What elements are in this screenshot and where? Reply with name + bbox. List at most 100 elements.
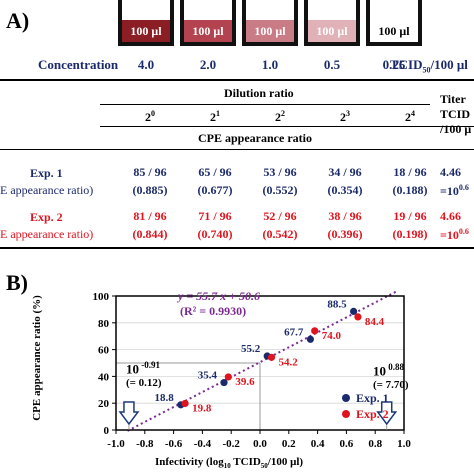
data-label: 18.8 xyxy=(155,392,175,404)
dilution-header: Dilution ratio xyxy=(224,86,294,100)
concentration-value: 1.0 xyxy=(261,57,279,72)
titer-header: Titer TCID /100 μ xyxy=(440,92,472,136)
fraction: 53 / 96 xyxy=(263,165,297,179)
data-point xyxy=(220,378,228,387)
ratio: (0.885) xyxy=(132,183,168,197)
fraction: 38 / 96 xyxy=(328,209,362,223)
ratio: (0.844) xyxy=(132,227,168,241)
titer-value: 4.66 xyxy=(440,209,461,223)
ratio: (0.552) xyxy=(262,183,298,197)
fraction: 81 / 96 xyxy=(133,209,167,223)
x-tick-label: 0.0 xyxy=(253,438,267,450)
well-1: 100 μl xyxy=(118,0,174,46)
fit-equation: y = 55.7 x + 50.6 xyxy=(178,289,261,303)
legend: Exp. 1 Exp. 2 xyxy=(342,390,389,422)
data-point xyxy=(224,373,232,381)
well-fill xyxy=(370,20,418,42)
dilution-power: 24 xyxy=(405,109,415,124)
data-point xyxy=(311,327,319,335)
ratio: (0.354) xyxy=(327,183,363,197)
well-label: 100 μl xyxy=(192,24,224,38)
cpe-header: CPE appearance ratio xyxy=(198,131,312,145)
data-label: 35.4 xyxy=(198,370,218,382)
y-tick-label: 60 xyxy=(98,345,110,357)
fraction: 85 / 96 xyxy=(133,165,167,179)
data-label: 39.6 xyxy=(235,376,255,388)
ratio: (0.198) xyxy=(392,227,428,241)
titer-value: 4.46 xyxy=(440,165,461,179)
x-tick-label: 0.6 xyxy=(340,438,354,450)
fraction: 71 / 96 xyxy=(198,209,232,223)
dilution-power: 22 xyxy=(275,109,285,124)
row-subtitle: E appearance ratio) xyxy=(0,227,94,241)
ratio: (0.396) xyxy=(327,227,363,241)
data-label: 19.8 xyxy=(192,402,212,414)
legend-marker xyxy=(342,394,350,402)
row-name: Exp. 2 xyxy=(30,210,63,224)
x-tick-label: -0.8 xyxy=(136,438,154,450)
panel-b-label: B) xyxy=(6,270,28,295)
table-mid-rule xyxy=(0,149,474,150)
concentration-value: 0.5 xyxy=(323,57,341,72)
annotations xyxy=(118,401,398,430)
legend-marker xyxy=(342,410,350,418)
x-tick-label: -0.2 xyxy=(222,438,240,450)
powers-rule xyxy=(100,126,474,127)
well-row: 100 μl 100 μl 100 μl 100 μl 100 μl xyxy=(118,0,422,46)
x-tick-label: 0.8 xyxy=(368,438,382,450)
data-label: 55.2 xyxy=(241,343,261,355)
r-squared: (R² = 0.9930) xyxy=(180,304,247,318)
well-3: 100 μl xyxy=(242,0,298,46)
well-label: 100 μl xyxy=(316,24,348,38)
dilution-rule xyxy=(100,104,430,105)
well-label: 100 μl xyxy=(378,24,410,38)
tick-labels: 0 20 40 60 80 100 -1.0 -0.8 -0.6 -0.4 -0.2 0.0 0.2 0.… xyxy=(93,291,412,450)
data-point xyxy=(350,307,358,316)
fraction: 18 / 96 xyxy=(393,165,427,179)
fit-line xyxy=(127,290,398,432)
y-tick-label: 0 xyxy=(104,425,110,437)
regression-line xyxy=(127,290,398,432)
well-label: 100 μl xyxy=(254,24,286,38)
y-tick-label: 100 xyxy=(93,291,110,303)
concentration-value: 0.25 xyxy=(382,57,406,72)
titer-power: =100.6 xyxy=(440,227,469,242)
data-point xyxy=(267,353,276,361)
well-2: 100 μl xyxy=(180,0,236,46)
row-name: Exp. 1 xyxy=(30,166,63,180)
data-label: 67.7 xyxy=(284,326,304,338)
left-threshold-arrow xyxy=(118,401,140,426)
dilution-power: 21 xyxy=(210,109,220,124)
y-tick-label: 20 xyxy=(98,398,110,410)
x-tick-label: 1.0 xyxy=(397,438,411,450)
x-tick-label: 0.2 xyxy=(282,438,296,450)
x-tick-label: -0.6 xyxy=(165,438,183,450)
data-point xyxy=(354,313,362,321)
dilution-power: 23 xyxy=(340,109,350,124)
ratio: (0.542) xyxy=(262,227,298,241)
y-tick-label: 80 xyxy=(98,318,110,330)
exp1-row: Exp. 1 E appearance ratio) 85 / 96 65 / … xyxy=(0,160,474,200)
x-tick-label: -1.0 xyxy=(107,438,125,450)
left-threshold-note: 10 -0.91 (= 0.12) xyxy=(126,360,162,390)
x-axis-label: Infectivity (log10 TCID50/100 μl) xyxy=(155,456,304,471)
data-point xyxy=(306,335,314,343)
concentration-value: 2.0 xyxy=(199,57,217,72)
data-label: 54.2 xyxy=(279,356,299,368)
y-tick-label: 40 xyxy=(98,371,110,383)
fraction: 52 / 96 xyxy=(263,209,297,223)
well-fill xyxy=(184,20,232,42)
well-label: 100 μl xyxy=(130,24,162,38)
ratio: (0.740) xyxy=(197,227,233,241)
row-subtitle: E appearance ratio) xyxy=(0,183,94,197)
right-threshold-note: 10 0.88 (= 7.70) xyxy=(373,362,409,392)
data-label: 84.4 xyxy=(365,316,385,328)
scatter-chart: 0 20 40 60 80 100 -1.0 -0.8 -0.6 -0.4 -0.2 0.0 0.2 0.… xyxy=(93,290,412,450)
well-5: 100 μl xyxy=(366,0,422,46)
legend-item: Exp. 2 xyxy=(342,406,389,422)
fraction: 19 / 96 xyxy=(393,209,427,223)
dilution-power: 20 xyxy=(145,109,155,124)
data-label: 88.5 xyxy=(327,298,347,310)
legend-item: Exp. 1 xyxy=(342,390,389,406)
exp2-row: Exp. 2 E appearance ratio) 81 / 96 71 / … xyxy=(0,204,474,244)
